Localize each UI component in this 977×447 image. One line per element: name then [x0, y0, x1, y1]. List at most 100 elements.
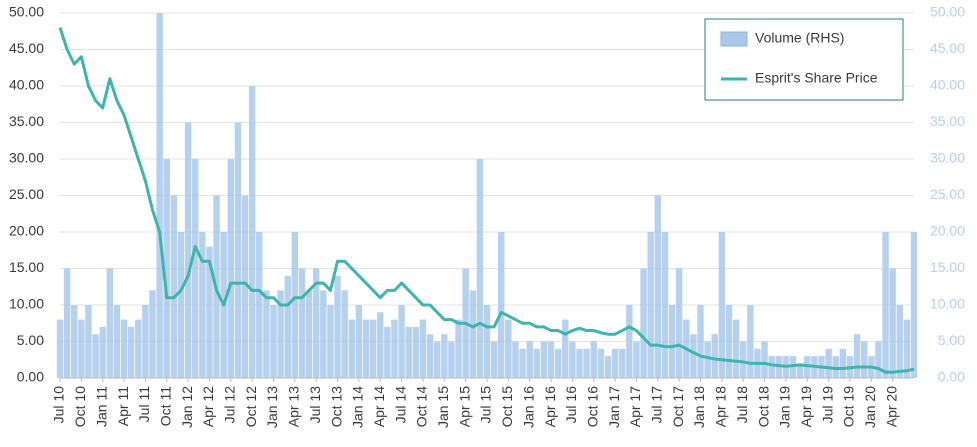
y-tick-label: 5.00 — [17, 332, 44, 348]
y2-tick-label: 20.00 — [930, 223, 965, 239]
x-tick-label: Jul 16 — [563, 386, 579, 424]
volume-bar — [441, 334, 448, 378]
volume-bar — [761, 341, 768, 378]
volume-bar — [483, 305, 491, 378]
volume-bar — [433, 341, 441, 378]
x-tick-label: Jan 20 — [862, 386, 878, 428]
volume-bar — [490, 341, 498, 378]
volume-bar — [305, 290, 313, 378]
volume-bar — [654, 195, 662, 378]
volume-bar — [562, 319, 569, 378]
x-tick-label: Oct 14 — [414, 386, 430, 427]
volume-bar — [92, 334, 99, 378]
volume-bar — [348, 319, 355, 378]
volume-bar — [640, 268, 647, 378]
volume-bar — [177, 232, 185, 378]
y2-tick-label: 5.00 — [938, 332, 965, 348]
volume-bar — [85, 305, 92, 378]
volume-bar — [341, 290, 348, 378]
volume-bar — [711, 334, 718, 378]
x-tick-label: Apr 17 — [627, 386, 643, 427]
y2-tick-label: 30.00 — [930, 150, 965, 166]
volume-bar — [554, 348, 562, 378]
y2-tick-label: 10.00 — [930, 296, 965, 312]
volume-bar — [626, 305, 633, 378]
x-tick-label: Jul 18 — [734, 386, 750, 424]
volume-bar — [320, 290, 327, 378]
volume-bar — [889, 268, 896, 378]
y-tick-label: 30.00 — [9, 150, 44, 166]
x-tick-label: Apr 14 — [371, 386, 387, 427]
volume-bar — [405, 326, 412, 378]
volume-bar — [718, 232, 726, 378]
x-tick-label: Jan 18 — [691, 386, 707, 428]
volume-bar — [619, 348, 626, 378]
volume-bar — [747, 305, 754, 378]
y2-tick-label: 15.00 — [930, 259, 965, 275]
volume-bar — [796, 363, 804, 378]
volume-bar — [355, 305, 363, 378]
volume-bar — [106, 268, 114, 378]
volume-bar — [910, 232, 918, 378]
volume-bar — [690, 334, 697, 378]
volume-bar — [263, 290, 270, 378]
x-tick-label: Apr 11 — [115, 386, 131, 426]
volume-bar — [384, 326, 391, 378]
volume-bar — [156, 13, 163, 378]
y2-tick-label: 0.00 — [938, 369, 965, 385]
y-tick-label: 50.00 — [9, 4, 44, 20]
volume-bar — [882, 232, 889, 378]
volume-bar — [533, 348, 541, 378]
volume-bar — [377, 312, 384, 378]
x-tick-label: Jul 13 — [307, 386, 323, 424]
x-tick-label: Jan 19 — [777, 386, 793, 428]
volume-bar — [569, 341, 576, 378]
y-tick-label: 20.00 — [9, 223, 44, 239]
volume-bar — [668, 305, 676, 378]
volume-bar — [469, 290, 476, 378]
y-tick-label: 45.00 — [9, 40, 44, 56]
volume-bar — [99, 326, 106, 378]
volume-bar — [284, 275, 291, 378]
volume-bar — [903, 319, 911, 378]
volume-bar — [547, 341, 555, 378]
y2-tick-label: 45.00 — [930, 40, 965, 56]
volume-bar — [184, 122, 192, 378]
x-tick-label: Jan 13 — [264, 386, 280, 428]
volume-bar — [839, 348, 847, 378]
volume-bar — [78, 319, 85, 378]
volume-bar — [241, 195, 249, 378]
volume-bar — [725, 305, 733, 378]
volume-bar — [206, 246, 213, 378]
y-tick-label: 25.00 — [9, 186, 44, 202]
volume-bar — [113, 305, 121, 378]
volume-bar — [291, 232, 299, 378]
x-tick-label: Jan 11 — [93, 386, 109, 427]
volume-bar — [519, 348, 526, 378]
x-tick-label: Jul 14 — [392, 386, 408, 424]
volume-bar — [419, 319, 427, 378]
volume-bar — [127, 326, 135, 378]
volume-bar — [875, 341, 882, 378]
x-tick-label: Oct 19 — [841, 386, 857, 427]
volume-bar — [583, 348, 590, 378]
x-tick-label: Oct 16 — [584, 386, 600, 427]
volume-bar — [540, 341, 548, 378]
volume-bar — [633, 341, 640, 378]
y-tick-label: 0.00 — [17, 369, 44, 385]
x-tick-label: Jan 14 — [350, 386, 366, 428]
volume-bar — [526, 341, 533, 378]
x-tick-label: Apr 20 — [883, 386, 899, 427]
volume-bar — [675, 268, 683, 378]
volume-bar — [170, 195, 178, 378]
volume-bar — [369, 319, 377, 378]
x-tick-label: Oct 15 — [499, 386, 515, 427]
volume-bar — [604, 356, 612, 378]
volume-bar — [697, 305, 704, 378]
x-tick-label: Oct 13 — [328, 386, 344, 427]
volume-bar — [739, 341, 747, 378]
x-tick-label: Oct 18 — [755, 386, 771, 427]
x-tick-label: Jul 17 — [649, 386, 665, 424]
volume-bar — [505, 319, 512, 378]
